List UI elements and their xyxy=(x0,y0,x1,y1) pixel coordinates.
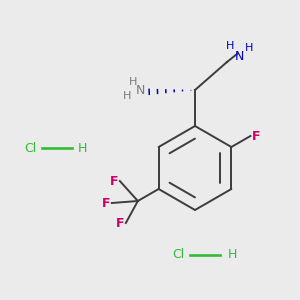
Text: H: H xyxy=(227,248,237,262)
Text: N: N xyxy=(135,83,145,97)
Text: Cl: Cl xyxy=(24,142,36,154)
Text: F: F xyxy=(102,196,110,209)
Text: N: N xyxy=(234,50,244,62)
Text: Cl: Cl xyxy=(172,248,184,262)
Text: F: F xyxy=(110,175,118,188)
Text: H: H xyxy=(123,91,131,101)
Text: F: F xyxy=(252,130,261,142)
Text: H: H xyxy=(245,43,253,53)
Text: H: H xyxy=(226,41,234,51)
Text: H: H xyxy=(129,77,137,87)
Text: H: H xyxy=(77,142,87,154)
Text: F: F xyxy=(116,217,124,230)
